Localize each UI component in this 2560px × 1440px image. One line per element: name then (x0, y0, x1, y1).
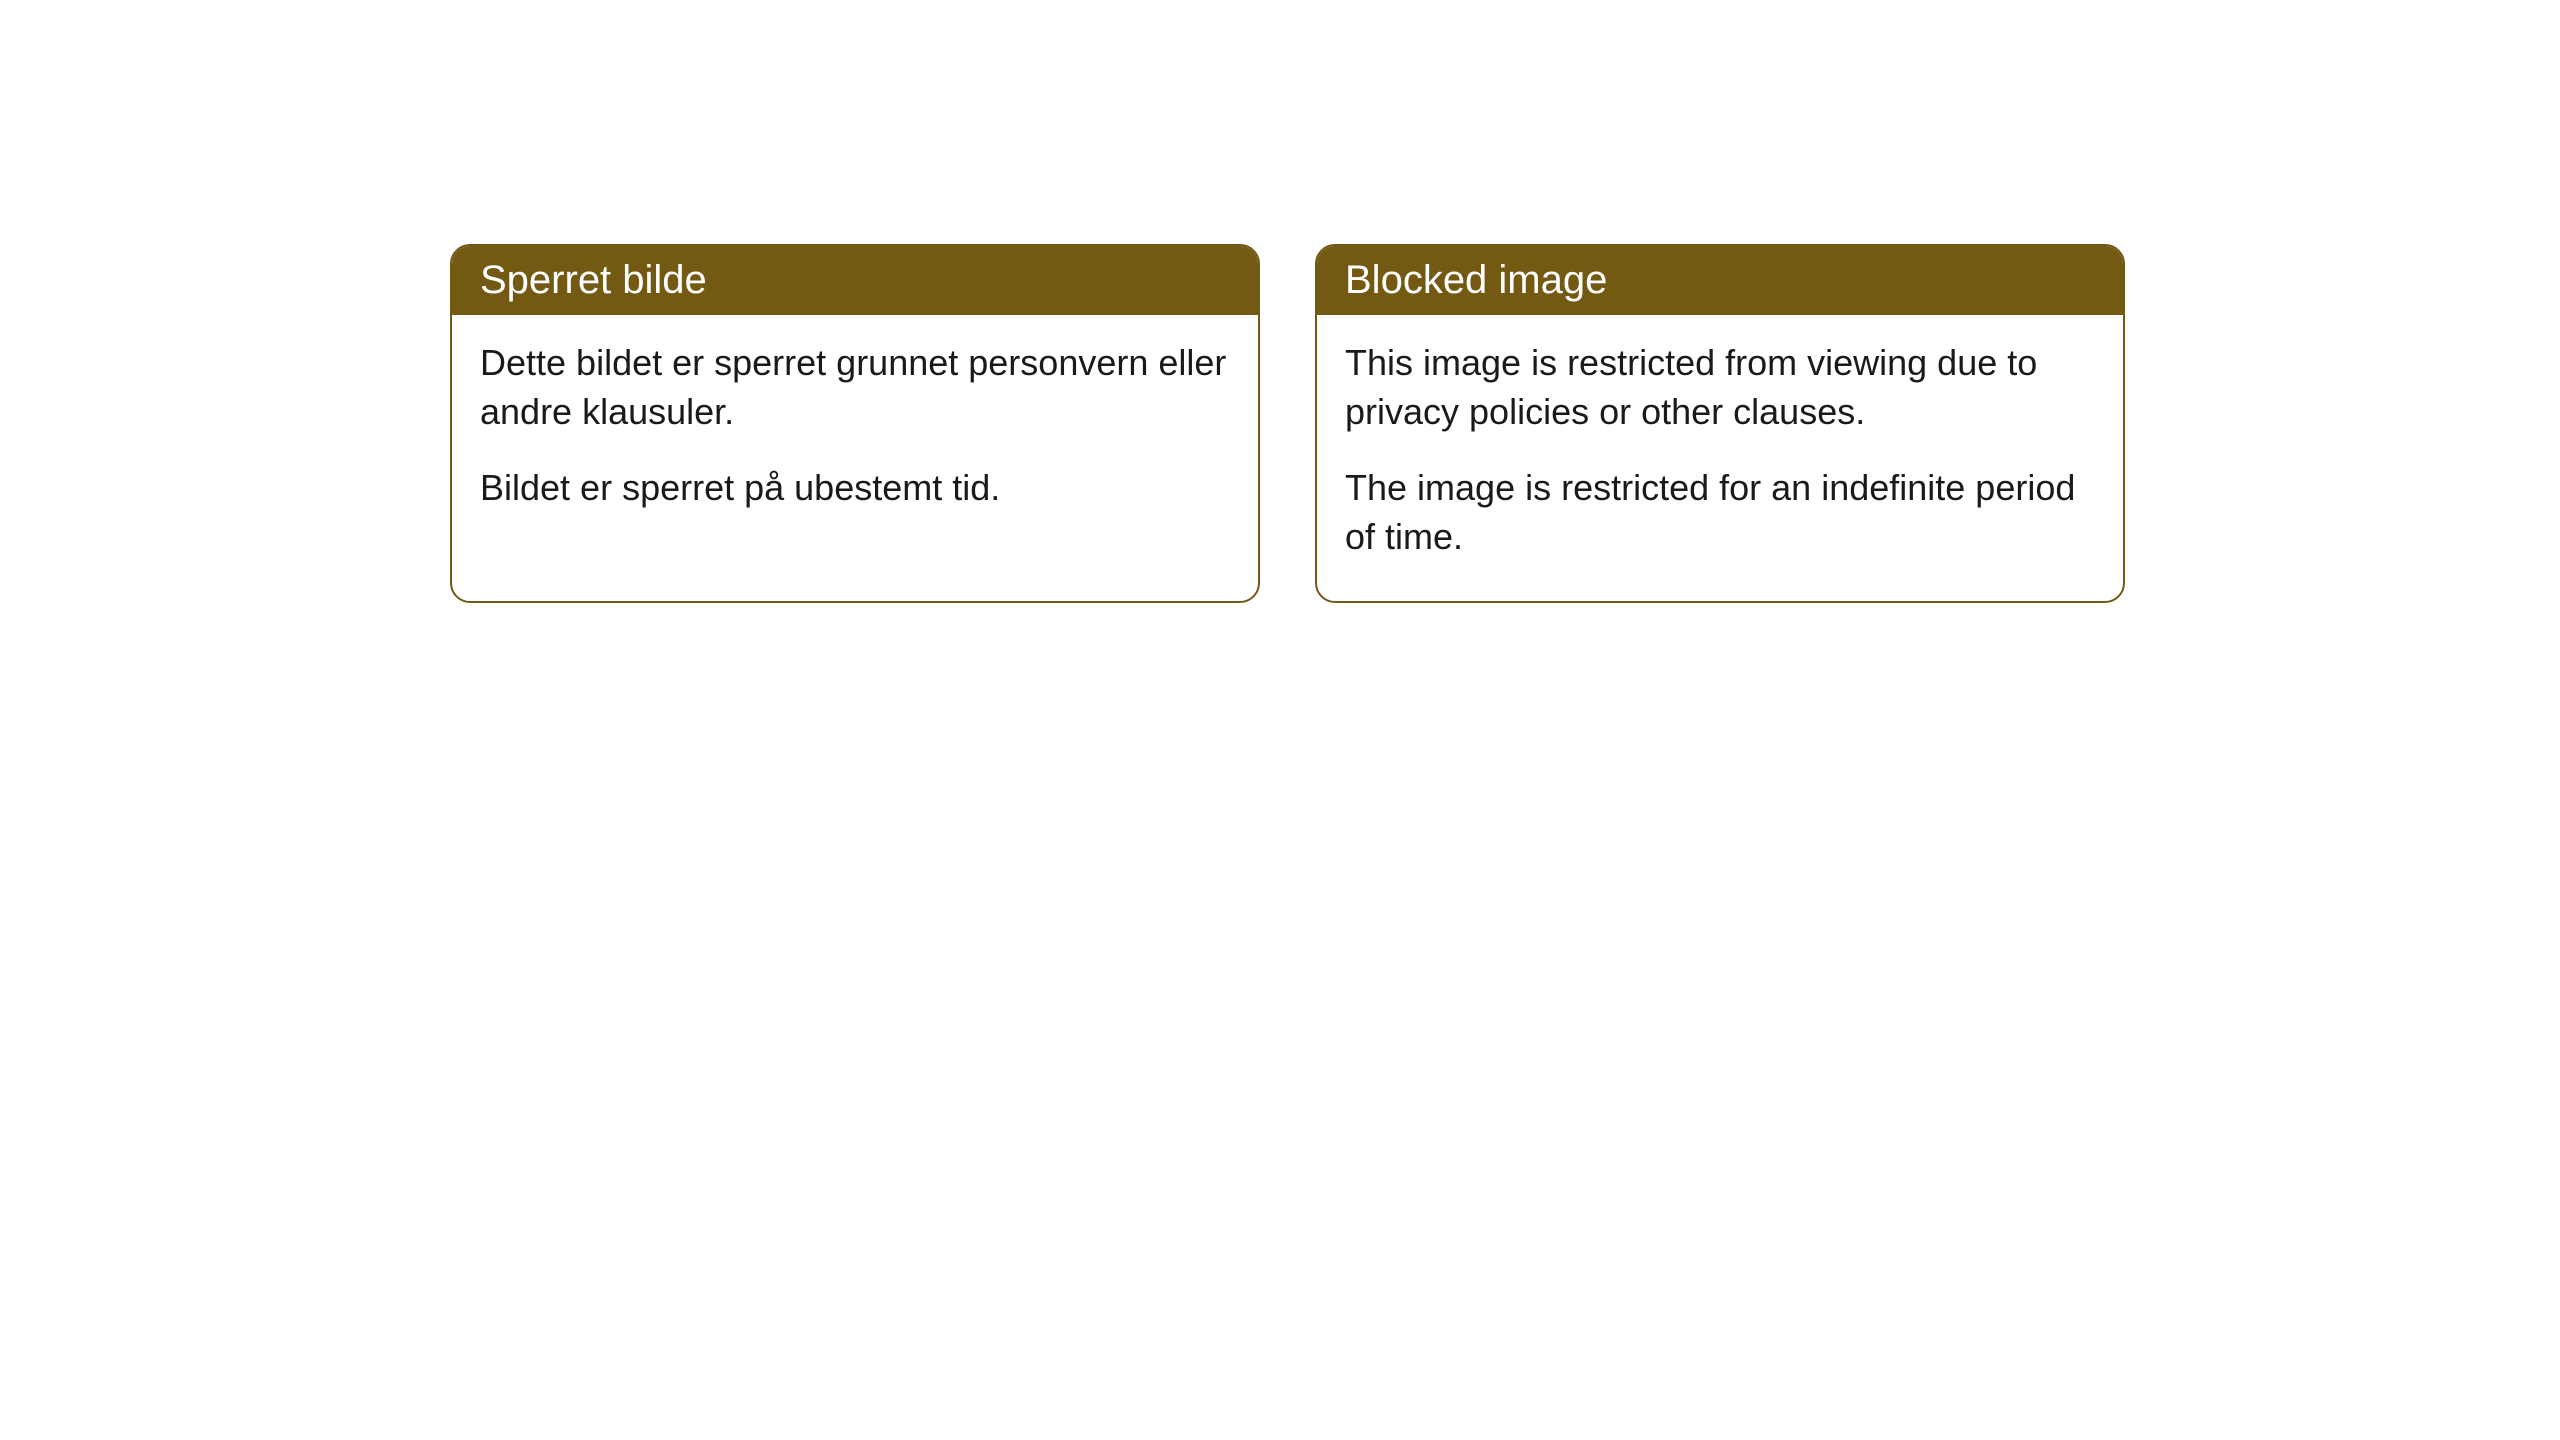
card-body-norwegian: Dette bildet er sperret grunnet personve… (452, 315, 1258, 553)
card-paragraph-2-norwegian: Bildet er sperret på ubestemt tid. (480, 464, 1230, 513)
notice-cards-container: Sperret bilde Dette bildet er sperret gr… (450, 244, 2125, 603)
card-paragraph-2-english: The image is restricted for an indefinit… (1345, 464, 2095, 561)
card-header-english: Blocked image (1317, 246, 2123, 315)
card-title-norwegian: Sperret bilde (480, 258, 707, 302)
blocked-image-card-norwegian: Sperret bilde Dette bildet er sperret gr… (450, 244, 1260, 603)
card-body-english: This image is restricted from viewing du… (1317, 315, 2123, 601)
card-title-english: Blocked image (1345, 258, 1607, 302)
card-header-norwegian: Sperret bilde (452, 246, 1258, 315)
card-paragraph-1-norwegian: Dette bildet er sperret grunnet personve… (480, 339, 1230, 436)
blocked-image-card-english: Blocked image This image is restricted f… (1315, 244, 2125, 603)
card-paragraph-1-english: This image is restricted from viewing du… (1345, 339, 2095, 436)
